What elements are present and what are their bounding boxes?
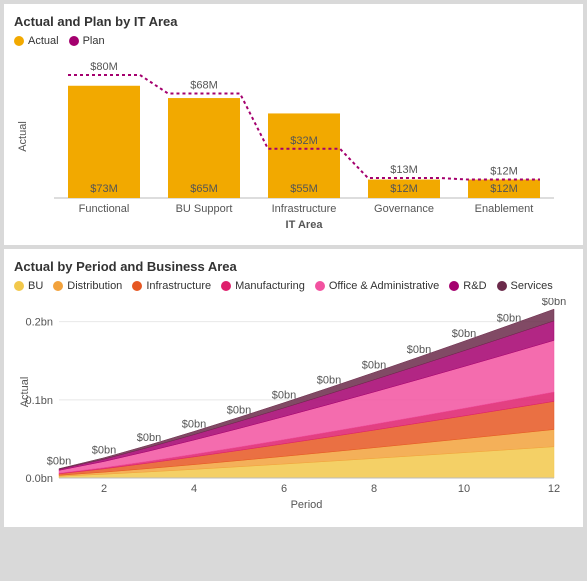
legend-swatch xyxy=(449,281,459,291)
bar-chart-title: Actual and Plan by IT Area xyxy=(14,14,573,29)
svg-text:4: 4 xyxy=(191,483,197,495)
svg-text:2: 2 xyxy=(101,483,107,495)
svg-text:$0bn: $0bn xyxy=(92,445,116,457)
bar-chart-legend: Actual Plan xyxy=(14,35,573,47)
legend-label: R&D xyxy=(463,280,486,292)
svg-text:$0bn: $0bn xyxy=(317,375,341,387)
svg-text:$0bn: $0bn xyxy=(137,432,161,444)
bar-chart: Actual $73M Functional $80M $65M BU Support $6… xyxy=(14,53,569,236)
area-chart: 0.0bn0.1bn0.2bn$0bn$0bn$0bn$0bn$0bn$0bn$… xyxy=(14,298,569,518)
svg-text:6: 6 xyxy=(281,483,287,495)
svg-text:Actual: Actual xyxy=(19,377,31,408)
svg-text:$32M: $32M xyxy=(290,135,318,147)
bar[interactable] xyxy=(68,86,140,198)
legend-label: Actual xyxy=(28,35,59,47)
legend-item[interactable]: Manufacturing xyxy=(221,280,305,292)
legend-swatch xyxy=(14,281,24,291)
svg-text:$55M: $55M xyxy=(290,183,318,195)
svg-text:Period: Period xyxy=(291,499,323,511)
legend-item[interactable]: Distribution xyxy=(53,280,122,292)
area-chart-panel: Actual by Period and Business Area BU Dis… xyxy=(4,249,583,527)
svg-text:8: 8 xyxy=(371,483,377,495)
legend-label: Infrastructure xyxy=(146,280,211,292)
svg-text:12: 12 xyxy=(548,483,560,495)
bar-chart-panel: Actual and Plan by IT Area Actual Plan Ac… xyxy=(4,4,583,245)
svg-text:Actual: Actual xyxy=(17,121,29,152)
svg-text:$68M: $68M xyxy=(190,79,218,91)
svg-text:10: 10 xyxy=(458,483,470,495)
svg-text:Governance: Governance xyxy=(374,203,434,215)
svg-text:$0bn: $0bn xyxy=(227,404,251,416)
svg-text:$13M: $13M xyxy=(390,164,418,176)
svg-text:$12M: $12M xyxy=(490,166,518,178)
legend-swatch xyxy=(14,36,24,46)
legend-item[interactable]: Office & Administrative xyxy=(315,280,439,292)
svg-text:$0bn: $0bn xyxy=(542,298,566,308)
legend-swatch xyxy=(221,281,231,291)
legend-swatch xyxy=(132,281,142,291)
svg-text:$0bn: $0bn xyxy=(407,344,431,356)
legend-label: Services xyxy=(511,280,553,292)
area-chart-legend: BU Distribution Infrastructure Manufacturin… xyxy=(14,280,573,292)
legend-item[interactable]: Plan xyxy=(69,35,105,47)
svg-text:0.2bn: 0.2bn xyxy=(25,317,53,329)
legend-item[interactable]: R&D xyxy=(449,280,486,292)
svg-text:$65M: $65M xyxy=(190,183,218,195)
svg-text:BU Support: BU Support xyxy=(176,203,233,215)
svg-text:$12M: $12M xyxy=(390,183,418,195)
legend-swatch xyxy=(69,36,79,46)
legend-swatch xyxy=(497,281,507,291)
svg-text:$80M: $80M xyxy=(90,61,118,73)
svg-text:Functional: Functional xyxy=(79,203,130,215)
legend-swatch xyxy=(315,281,325,291)
legend-item[interactable]: Infrastructure xyxy=(132,280,211,292)
legend-item[interactable]: BU xyxy=(14,280,43,292)
area-chart-title: Actual by Period and Business Area xyxy=(14,259,573,274)
svg-text:$0bn: $0bn xyxy=(452,328,476,340)
legend-label: Office & Administrative xyxy=(329,280,439,292)
legend-label: Distribution xyxy=(67,280,122,292)
svg-text:$0bn: $0bn xyxy=(362,359,386,371)
svg-text:$12M: $12M xyxy=(490,183,518,195)
svg-text:Enablement: Enablement xyxy=(475,203,534,215)
svg-text:$0bn: $0bn xyxy=(272,390,296,402)
legend-item[interactable]: Services xyxy=(497,280,553,292)
svg-text:$73M: $73M xyxy=(90,183,118,195)
legend-label: Plan xyxy=(83,35,105,47)
svg-text:0.0bn: 0.0bn xyxy=(25,473,53,485)
svg-text:$0bn: $0bn xyxy=(182,418,206,430)
legend-label: BU xyxy=(28,280,43,292)
svg-text:Infrastructure: Infrastructure xyxy=(272,203,337,215)
legend-item[interactable]: Actual xyxy=(14,35,59,47)
svg-text:IT Area: IT Area xyxy=(286,219,324,231)
svg-text:$0bn: $0bn xyxy=(497,312,521,324)
legend-label: Manufacturing xyxy=(235,280,305,292)
svg-text:$0bn: $0bn xyxy=(47,456,71,468)
legend-swatch xyxy=(53,281,63,291)
